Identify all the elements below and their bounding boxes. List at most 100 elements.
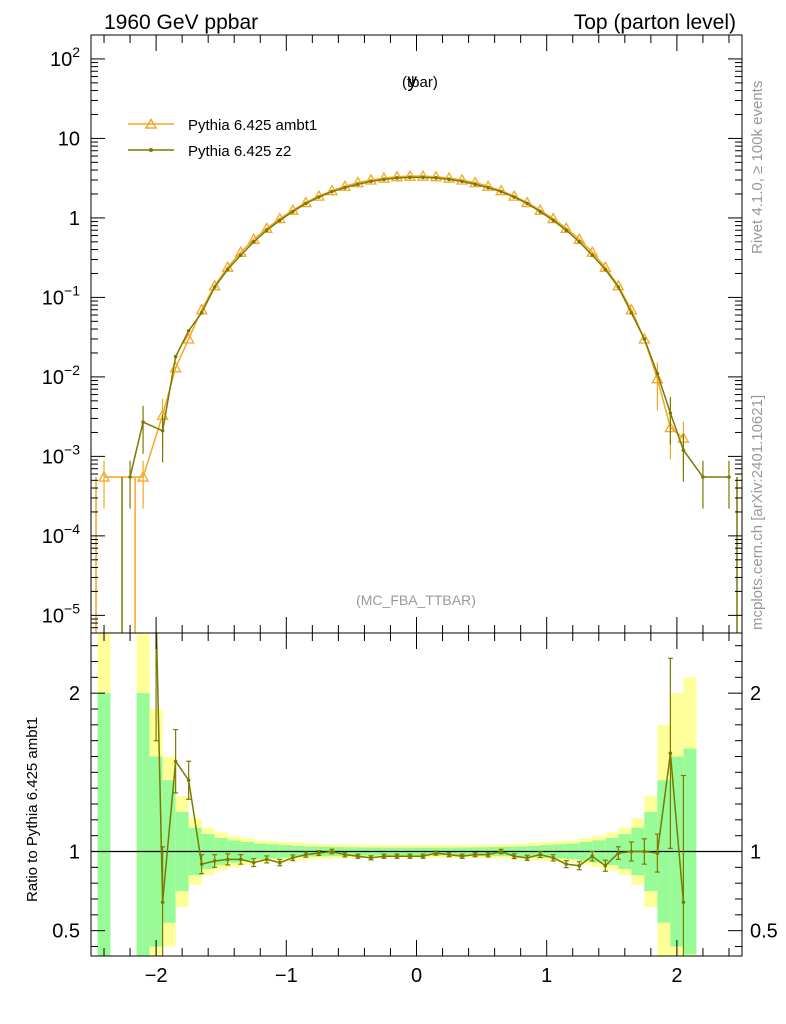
- ratio-xtick-label: −2: [145, 965, 168, 987]
- z2-dot-marker: [186, 329, 191, 333]
- z2-dot-marker: [655, 371, 660, 376]
- z2-dot-marker: [343, 185, 347, 190]
- z2-dot-marker: [251, 240, 256, 244]
- band-inner-bin: [97, 693, 111, 956]
- ratio-z2-point: [447, 852, 451, 857]
- ratio-z2-point: [551, 856, 556, 860]
- main-ytick-label: 10−1: [42, 282, 80, 309]
- ambt1-triangle-marker: [442, 171, 456, 183]
- z2-dot-marker: [460, 179, 464, 184]
- legend-entry-ambt1: Pythia 6.425 ambt1: [128, 117, 317, 134]
- ratio-z2-point: [160, 900, 165, 904]
- ratio-z2-point: [356, 854, 360, 859]
- main-ytick-exp: 2: [72, 44, 80, 60]
- z2-dot-marker: [330, 189, 334, 194]
- ratio-z2-point: [395, 854, 399, 859]
- ratio-ytick-label-right: 1: [750, 842, 761, 864]
- ambt1-triangle-marker: [182, 332, 195, 344]
- main-ytick-exp: −3: [64, 441, 80, 457]
- ratio-z2-point: [408, 854, 412, 859]
- ratio-z2-point: [460, 854, 464, 859]
- main-ytick-base: 10: [42, 446, 64, 468]
- main-ytick-label: 10−5: [42, 600, 80, 627]
- ratio-xtick-label: −1: [275, 965, 298, 987]
- main-ytick-label: 10: [58, 128, 80, 150]
- ratio-z2-point: [616, 851, 621, 855]
- main-ytick-label: 10−4: [42, 521, 80, 548]
- z2-dot-marker: [199, 311, 204, 315]
- main-ytick-base: 10: [50, 49, 72, 71]
- ambt1-triangle-marker: [651, 372, 664, 384]
- z2-dot-marker: [128, 475, 132, 479]
- z2-dot-marker: [277, 218, 282, 223]
- ratio-z2-point: [434, 851, 438, 855]
- ratio-z2-point: [277, 860, 282, 865]
- z2-dot-marker: [160, 428, 165, 433]
- ratio-z2-point: [317, 851, 321, 855]
- ratio-z2-point: [264, 857, 269, 862]
- ratio-z2-point: [212, 859, 217, 863]
- main-ytick-exp: −2: [64, 362, 80, 378]
- main-panel: y (tbar) (MC_FBA_TTBAR) Pythia 6.425 amb…: [95, 71, 738, 633]
- ambt1-triangle-marker: [416, 169, 430, 181]
- ambt1-triangle-marker: [390, 170, 404, 182]
- ratio-z2-point: [199, 862, 204, 866]
- ratio-z2-point: [577, 863, 582, 868]
- main-ytick-label: 10−3: [42, 441, 80, 468]
- z2-dot-marker: [434, 176, 438, 180]
- z2-dot-marker: [668, 411, 673, 415]
- ratio-xtick-label: 2: [671, 965, 682, 987]
- ambt1-triangle-marker: [638, 332, 651, 344]
- z2-dot-marker: [577, 240, 582, 244]
- ratio-z2-point: [538, 852, 542, 857]
- ambt1-triangle-marker: [351, 176, 365, 188]
- z2-dot-marker: [173, 354, 178, 359]
- main-ytick-exp: −4: [64, 521, 80, 537]
- rivet-label: Rivet 4.1.0, ≥ 100k events: [749, 81, 766, 254]
- z2-dot-marker: [382, 177, 386, 182]
- ratio-xtick-label: 0: [411, 965, 422, 987]
- mcplots-label: mcplots.cern.ch [arXiv:2401.10621]: [749, 395, 766, 630]
- z2-dot-marker: [642, 337, 647, 341]
- main-ytick-label: 1: [69, 208, 80, 230]
- ratio-z2-point: [486, 852, 490, 857]
- main-ytick-base: 10: [42, 526, 64, 548]
- z2-dot-marker: [486, 185, 490, 190]
- z2-dot-marker: [629, 311, 634, 315]
- ratio-z2-point: [681, 900, 686, 904]
- ratio-z2-point: [499, 849, 503, 854]
- z2-dot-marker: [564, 228, 569, 233]
- main-ytick-base: 10: [42, 287, 64, 309]
- ratio-z2-point: [291, 856, 295, 860]
- legend-ambt1-triangle-icon: [144, 118, 158, 129]
- main-ytick-label: 10−2: [42, 362, 80, 389]
- z2-line: [129, 176, 729, 478]
- watermark: (MC_FBA_TTBAR): [356, 592, 476, 608]
- z2-dot-marker: [727, 475, 731, 479]
- ratio-z2-point: [238, 857, 243, 862]
- ratio-z2-point: [655, 851, 660, 855]
- main-ytick-base: 10: [42, 605, 64, 627]
- main-plot-area: [95, 169, 738, 633]
- ambt1-triangle-marker: [612, 279, 625, 291]
- ratio-z2-point: [512, 854, 516, 859]
- main-title-var: y: [408, 71, 418, 92]
- z2-dot-marker: [681, 448, 686, 452]
- ratio-z2-point: [251, 860, 256, 865]
- ratio-ytick-label: 0.5: [52, 921, 80, 943]
- z2-dot-marker: [473, 182, 477, 187]
- ratio-z2-point: [225, 857, 230, 862]
- main-ytick-exp: −1: [64, 282, 80, 298]
- z2-dot-marker: [408, 175, 412, 180]
- z2-dot-marker: [212, 285, 217, 289]
- ambt1-triangle-marker: [364, 173, 378, 185]
- z2-dot-marker: [538, 209, 542, 214]
- ratio-z2-point: [382, 854, 386, 859]
- legend: Pythia 6.425 ambt1 Pythia 6.425 z2: [128, 117, 317, 160]
- ambt1-triangle-marker: [429, 170, 443, 182]
- z2-dot-marker: [238, 253, 243, 257]
- z2-dot-marker: [551, 218, 556, 223]
- ratio-z2-point: [421, 854, 425, 859]
- z2-dot-marker: [590, 253, 595, 257]
